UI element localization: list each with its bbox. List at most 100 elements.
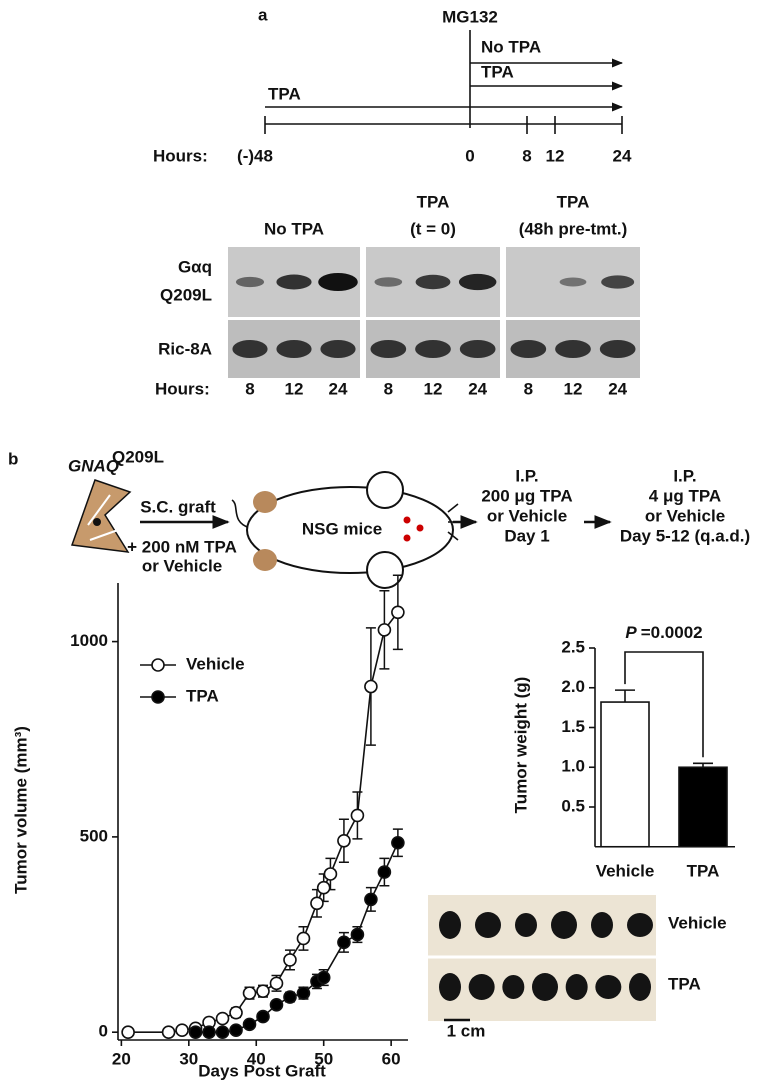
cell-icon: [70, 479, 132, 553]
tumor: [468, 974, 495, 1000]
step-text: or Vehicle: [645, 506, 725, 525]
y-tick-label: 2.5: [561, 637, 585, 656]
marker: [323, 867, 338, 881]
blot-band: [458, 273, 497, 291]
arrow-label: TPA: [481, 62, 514, 81]
annotation-text: =0.0002: [641, 623, 703, 642]
marker: [391, 835, 405, 850]
hour: 24: [613, 146, 632, 165]
hours-label: Hours:: [155, 379, 210, 398]
hour: (-)48: [237, 146, 273, 165]
marker: [256, 984, 270, 998]
step-text: 200 μg TPA: [481, 486, 572, 505]
step-text: or Vehicle: [487, 506, 567, 525]
hour: 24: [608, 379, 627, 398]
hour: 8: [245, 379, 254, 398]
hours-label: Hours:: [153, 146, 208, 165]
blot-header: (48h pre-tmt.): [519, 219, 628, 238]
blot-band: [599, 340, 636, 358]
marker: [337, 833, 351, 848]
marker: [377, 623, 392, 637]
marker: [283, 990, 297, 1004]
step-text: Day 1: [504, 526, 549, 545]
y-tick-label: 0.5: [561, 796, 585, 815]
x-tick-label: 40: [247, 1049, 266, 1068]
blot-band: [374, 277, 403, 287]
legend-marker: [151, 658, 165, 672]
marker: [215, 1011, 230, 1026]
x-tick-label: TPA: [687, 861, 720, 880]
series-line: [195, 842, 399, 1033]
tumor: [439, 911, 461, 939]
hour: 12: [564, 379, 583, 398]
y-axis-label: Tumor weight (g): [511, 677, 530, 814]
blot-header: TPA: [557, 192, 590, 211]
hour: 12: [546, 146, 565, 165]
cell-icon: [93, 518, 101, 526]
step-text: I.P.: [515, 466, 538, 485]
tumor: [551, 911, 577, 939]
hour: 12: [285, 379, 304, 398]
step-text: Day 5-12 (q.a.d.): [620, 526, 750, 545]
legend-label: Vehicle: [186, 654, 245, 673]
tumor: [475, 912, 501, 938]
marker: [316, 970, 331, 985]
y-tick-label: 1.5: [561, 717, 585, 736]
blot-image: [228, 247, 640, 378]
marker: [215, 1025, 230, 1039]
step-text: 4 μg TPA: [649, 486, 721, 505]
y-tick-label: 1.0: [561, 757, 585, 776]
arrow-label: No TPA: [481, 37, 541, 56]
hour: 24: [329, 379, 348, 398]
y-tick-label: 2.0: [561, 677, 585, 696]
panel-label: b: [8, 449, 18, 468]
x-tick-label: 20: [112, 1049, 131, 1068]
blot-band: [415, 340, 451, 358]
y-tick-label: 500: [80, 826, 108, 845]
mice-label: NSG mice: [302, 519, 382, 538]
x-axis-label: Days Post Graft: [198, 1061, 326, 1080]
tumor: [515, 913, 537, 937]
hour: 0: [465, 146, 474, 165]
blot-band: [510, 340, 547, 358]
tumor: [565, 974, 588, 1000]
blot-band: [415, 274, 451, 290]
marker: [337, 935, 351, 950]
hour: 8: [522, 146, 531, 165]
x-tick-label: 60: [382, 1049, 401, 1068]
marker: [161, 1025, 176, 1039]
blot-header: No TPA: [264, 219, 324, 238]
scale-label: 1 cm: [447, 1021, 486, 1040]
blot-band: [559, 277, 587, 287]
annotation: P =0.0002: [625, 623, 702, 642]
tumor: [629, 973, 651, 1001]
marker: [121, 1025, 135, 1039]
blot-row: Q209L: [160, 285, 212, 304]
marker: [296, 986, 311, 1000]
marker: [269, 998, 284, 1012]
marker: [350, 808, 365, 823]
marker: [296, 931, 311, 946]
marker: [283, 953, 297, 967]
panel-label: a: [258, 5, 268, 24]
y-tick-label: 1000: [70, 631, 108, 650]
marker: [242, 1017, 257, 1032]
step-text: S.C. graft: [140, 497, 216, 516]
marker: [242, 986, 257, 1000]
step-text: or Vehicle: [142, 556, 222, 575]
marker: [364, 679, 378, 694]
marker: [229, 1005, 243, 1020]
blot-band: [276, 340, 312, 358]
blot-band: [601, 275, 635, 289]
annotation-italic: P: [625, 623, 637, 642]
blot-row: Ric-8A: [158, 339, 212, 358]
tumor: [532, 973, 558, 1001]
tumor: [627, 913, 653, 937]
marker: [202, 1025, 216, 1039]
gene-superscript: Q209L: [112, 447, 164, 466]
marker: [391, 605, 405, 620]
marker: [188, 1025, 203, 1039]
event-label: MG132: [442, 7, 498, 26]
tumor: [502, 975, 525, 999]
